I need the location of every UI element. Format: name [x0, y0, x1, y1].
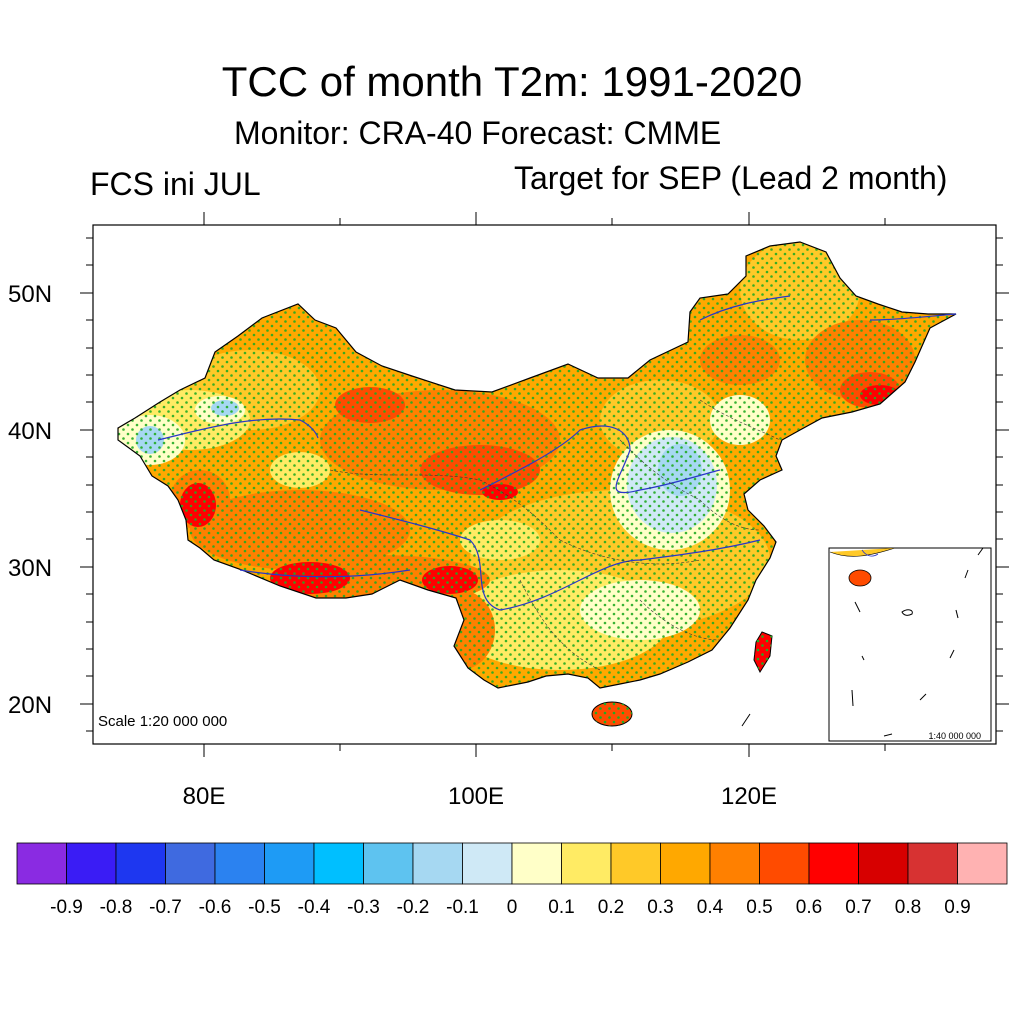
province-borders — [329, 399, 781, 671]
colorbar-swatch — [16, 842, 67, 885]
colorbar-label: -0.2 — [397, 897, 430, 918]
y-tick-label: 50N — [8, 281, 52, 308]
rivers — [157, 295, 957, 611]
colorbar-label: 0.5 — [746, 897, 772, 918]
colorbar-swatch — [907, 842, 958, 885]
colorbar-label: 0.3 — [647, 897, 673, 918]
colorbar-swatch — [610, 842, 661, 885]
right-string-label: Target for SEP (Lead 2 month) — [514, 160, 948, 196]
chart-title: TCC of month T2m: 1991-2020 — [221, 58, 803, 105]
x-tick-label: 80E — [183, 783, 226, 810]
x-tick-label: 100E — [448, 783, 504, 810]
colorbar-swatch — [808, 842, 859, 885]
colorbar-swatch — [264, 842, 315, 885]
main-scale-label: Scale 1:20 000 000 — [98, 713, 227, 730]
y-tick-label: 20N — [8, 692, 52, 719]
colorbar-swatch — [165, 842, 216, 885]
y-tick-label: 30N — [8, 555, 52, 582]
axis-ticks — [80, 212, 1009, 757]
colorbar-label: 0.7 — [845, 897, 871, 918]
inset-scale-label: 1:40 000 000 — [928, 731, 981, 741]
colorbar-label: -0.7 — [149, 897, 182, 918]
colorbar-label: 0.4 — [697, 897, 724, 918]
colorbar-swatch — [115, 842, 166, 885]
colorbar-label: 0.2 — [598, 897, 624, 918]
colorbar-swatch — [214, 842, 265, 885]
colorbar-swatch — [957, 842, 1008, 885]
colorbar-label: 0.8 — [895, 897, 921, 918]
colorbar-label: -0.9 — [50, 897, 83, 918]
chart-subtitle: Monitor: CRA-40 Forecast: CMME — [234, 115, 722, 151]
colorbar-label: 0.6 — [796, 897, 822, 918]
colorbar-swatch — [363, 842, 414, 885]
colorbar-swatch — [412, 842, 463, 885]
colorbar-swatch — [759, 842, 810, 885]
colorbar-label: -0.4 — [298, 897, 331, 918]
colorbar-label: -0.3 — [347, 897, 380, 918]
colorbar-label: -0.1 — [446, 897, 479, 918]
colorbar-label: -0.8 — [100, 897, 133, 918]
colorbar-label: 0 — [507, 897, 518, 918]
colorbar-label: 0.1 — [548, 897, 574, 918]
colorbar-swatch — [462, 842, 513, 885]
colorbar-swatch — [660, 842, 711, 885]
colorbar-label: -0.5 — [248, 897, 281, 918]
colorbar-swatch — [313, 842, 364, 885]
south-china-sea-inset: 1:40 000 000 — [828, 547, 992, 742]
colorbar-label: -0.6 — [199, 897, 232, 918]
colorbar-label: 0.9 — [944, 897, 970, 918]
left-string-label: FCS ini JUL — [90, 166, 261, 202]
colorbar-swatch — [511, 842, 562, 885]
colorbar-swatch — [858, 842, 909, 885]
x-tick-label: 120E — [721, 783, 777, 810]
colorbar-swatch — [66, 842, 117, 885]
colorbar-swatch — [709, 842, 760, 885]
y-tick-label: 40N — [8, 418, 52, 445]
colorbar-swatch — [561, 842, 612, 885]
